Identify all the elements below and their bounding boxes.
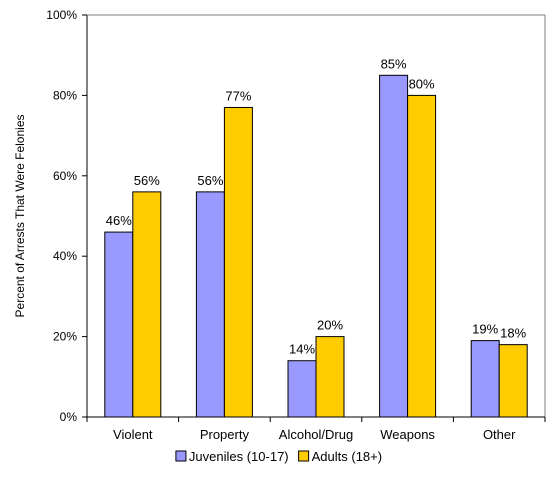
bar-juveniles <box>195 191 225 418</box>
bar-adults <box>498 344 528 418</box>
bar-adults <box>407 94 437 418</box>
axes: 0% 20% 40% 60% 80% 100% <box>46 8 546 424</box>
bar-adults <box>315 336 345 418</box>
legend-swatch <box>298 450 310 462</box>
bar-juveniles <box>470 340 500 418</box>
y-axis-title: Percent of Arrests That Were Felonies <box>13 115 27 318</box>
data-label: 18% <box>500 326 526 341</box>
data-label: 46% <box>106 213 132 228</box>
category-label: Other <box>483 427 516 442</box>
bars <box>104 74 528 418</box>
bar-juveniles <box>104 231 134 418</box>
data-label: 77% <box>225 88 251 103</box>
data-label: 19% <box>472 322 498 337</box>
data-label: 85% <box>381 56 407 71</box>
y-tick-label: 20% <box>53 330 77 344</box>
legend: Juveniles (10-17) Adults (18+) <box>175 449 382 464</box>
y-tick-label: 60% <box>53 169 77 183</box>
legend-entry: Juveniles (10-17) <box>189 449 289 464</box>
y-tick-label: 0% <box>60 410 78 424</box>
data-label: 80% <box>409 76 435 91</box>
data-label: 14% <box>289 342 315 357</box>
legend-entry: Adults (18+) <box>312 449 382 464</box>
bar-juveniles <box>287 360 317 418</box>
bar-adults <box>132 191 162 418</box>
category-labels: Violent Property Alcohol/Drug Weapons Other <box>113 427 516 442</box>
y-tick-label: 80% <box>53 88 77 102</box>
legend-swatch <box>175 450 187 462</box>
category-label: Violent <box>113 427 153 442</box>
data-label: 56% <box>134 173 160 188</box>
y-tick-label: 100% <box>46 8 77 22</box>
y-tick-label: 40% <box>53 249 77 263</box>
category-label: Alcohol/Drug <box>279 427 353 442</box>
category-label: Weapons <box>380 427 435 442</box>
bar-juveniles <box>379 74 409 418</box>
bar-adults <box>223 106 253 418</box>
data-label: 20% <box>317 318 343 333</box>
data-labels: 46% 56% 56% 77% 14%20% 85%80% 19% 18% <box>106 56 527 356</box>
category-label: Property <box>200 427 250 442</box>
data-label: 56% <box>197 173 223 188</box>
